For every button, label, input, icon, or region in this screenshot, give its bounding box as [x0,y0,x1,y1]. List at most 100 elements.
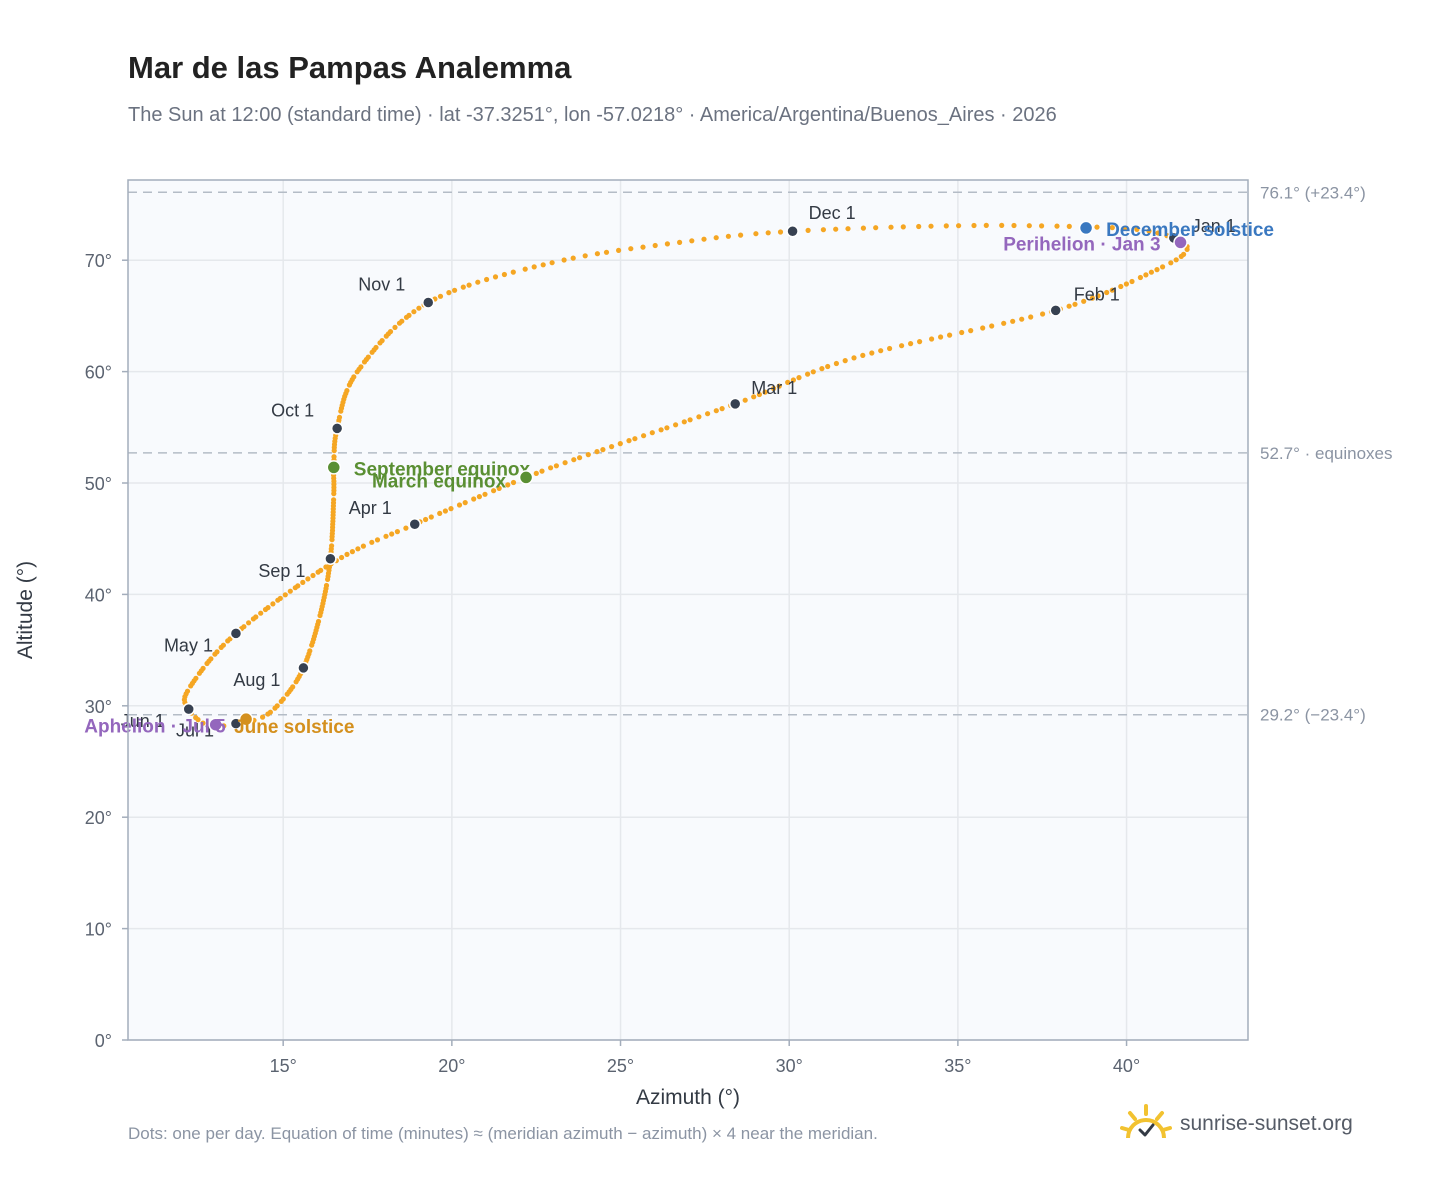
brand[interactable]: sunrise-sunset.org [1120,1102,1353,1146]
day-dot [260,714,266,720]
day-dot [701,236,707,242]
day-dot [1129,278,1135,285]
day-dot [842,358,848,364]
day-dot [713,235,719,241]
month-marker [182,702,195,716]
day-dot [496,485,502,491]
month-label: Nov 1 [358,275,405,295]
day-dot [1040,311,1046,317]
day-dot [267,709,273,715]
x-tick-label: 30° [776,1056,803,1076]
day-dot [878,348,884,354]
day-dot [200,720,206,726]
day-dot [689,238,695,244]
month-marker [786,224,799,238]
event-label: September equinox [354,459,531,480]
sun-check-icon [1120,1104,1172,1139]
day-dot [833,226,839,232]
day-dot [344,551,350,558]
x-tick-label: 40° [1113,1056,1140,1076]
day-dot [851,355,857,361]
month-marker [229,627,243,640]
day-dot [403,525,409,531]
day-dot [626,438,632,444]
day-dot [943,223,949,229]
day-dot [274,703,280,709]
day-dot [751,394,757,400]
day-dot [681,419,687,425]
x-tick-label: 35° [944,1056,971,1076]
month-label: Jan 1 [1192,216,1236,236]
day-dot [673,422,679,428]
month-label: May 1 [164,635,213,655]
day-dot [460,284,466,290]
reference-line-label: 52.7° · equinoxes [1260,444,1393,463]
day-dot [652,242,658,249]
month-marker [421,296,435,309]
day-dot [549,260,555,266]
day-dot [423,516,429,523]
y-axis-ticks: 0° 10° 20° 30° 40° 50° 60° 70° [85,251,128,1051]
day-dot [1054,223,1060,229]
month-marker [324,552,337,566]
day-dot [1122,225,1128,231]
day-dot [323,582,330,589]
day-dot [833,360,840,367]
reference-lines: 76.1° (+23.4°) 52.7° · equinoxes 29.2° (−2… [128,183,1393,725]
day-dot [505,482,511,488]
month-label: Oct 1 [271,400,314,420]
day-dot [888,224,894,230]
day-dot [336,414,343,420]
month-marker [1049,304,1062,317]
day-dot [968,328,974,334]
day-dot [980,325,986,331]
day-dot [446,290,452,296]
y-axis-label: Altitude (°) [14,561,37,659]
y-tick-label: 40° [85,585,112,605]
day-dot [1148,269,1154,275]
day-dot [329,543,335,549]
day-dot [641,433,647,439]
day-dot [771,385,777,392]
event-label: Perihelion · Jan 3 [1003,234,1160,255]
day-dot [360,543,366,549]
y-tick-label: 70° [85,251,112,271]
day-dot [805,371,811,377]
day-dot [1019,316,1025,322]
day-dot [492,274,499,280]
y-tick-label: 0° [95,1031,112,1051]
day-dot [713,408,719,414]
month-label: Aug 1 [233,670,280,690]
day-dot [1160,264,1166,270]
day-dot [1184,246,1190,252]
day-dot [246,620,252,626]
day-dot [959,329,965,336]
event-label: March equinox [372,471,507,492]
day-dot [603,249,610,255]
day-dot [860,352,866,358]
day-dot [805,227,811,233]
day-dot [1173,257,1179,263]
day-dot [1178,253,1184,259]
plot-area [128,180,1248,1040]
day-dot [411,309,417,315]
day-dot [204,660,210,667]
day-dot [292,585,298,591]
month-label: Jun 1 [121,711,165,731]
day-dot [387,329,394,335]
month-marker [297,661,310,675]
day-dot [929,336,935,342]
analemma-path [181,222,1190,730]
day-dot [1109,225,1115,231]
day-dot [482,491,488,497]
day-dot [522,266,528,272]
day-dot [416,305,422,311]
day-dot [947,332,953,338]
day-dot [820,227,827,233]
footnote: Dots: one per day. Equation of time (min… [128,1124,878,1143]
day-dot [616,247,622,253]
day-dot [282,592,288,598]
day-dot [369,539,375,545]
day-dot [677,239,683,245]
day-dot [753,231,759,237]
